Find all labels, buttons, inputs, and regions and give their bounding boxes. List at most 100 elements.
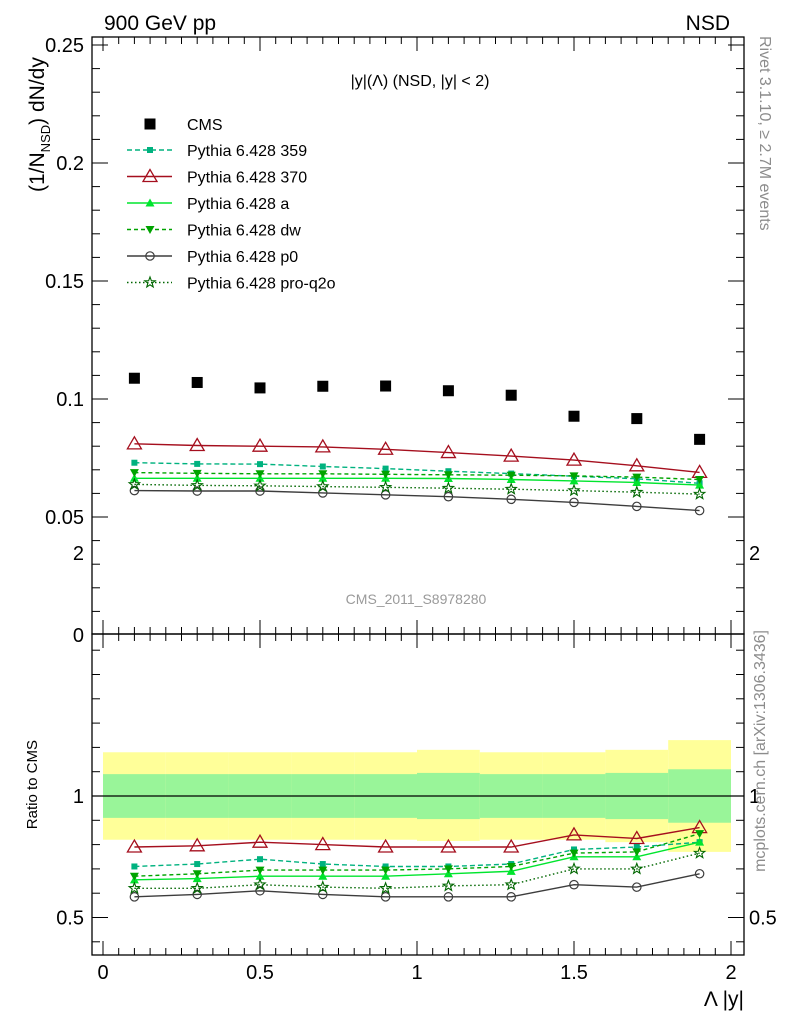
ratio-line-pp0: [134, 873, 700, 898]
ratio-point-pdw: [443, 865, 453, 874]
ratio-point-p370: [440, 838, 457, 853]
legend-label-pdw: Pythia 6.428 dw: [187, 223, 301, 240]
ratio-point-p370: [503, 838, 520, 853]
cms-point: [254, 382, 266, 394]
legend-entry-p370: Pythia 6.428 370: [127, 168, 307, 187]
series-point-pp0: [192, 486, 202, 496]
series-line-pp0: [134, 489, 700, 512]
ratio-point-pq2o: [630, 861, 644, 875]
ratio-line-pq2o: [134, 852, 700, 890]
main-y-tick-label: 0.25: [45, 35, 84, 57]
ratio-point-pdw: [506, 862, 516, 871]
series-point-pp0: [569, 497, 579, 508]
series-point-pq2o: [630, 485, 644, 498]
plot-title: |y|(Λ) (NSD, |y| < 2): [351, 73, 490, 90]
series-point-pa: [632, 478, 642, 487]
x-tick-label: 1: [411, 962, 422, 984]
ratio-point-p370: [189, 837, 206, 852]
header-right: NSD: [686, 12, 730, 35]
ratio-y-tick-label: 1: [73, 786, 84, 808]
ratio-point-pq2o: [441, 878, 456, 892]
series-point-pq2o: [504, 482, 518, 495]
ratio-line-pa: [134, 841, 700, 881]
ratio-point-pq2o: [378, 881, 393, 895]
series-point-pq2o: [692, 487, 707, 500]
ratio-point-pdw: [192, 870, 202, 879]
ratio-point-pq2o: [692, 846, 707, 859]
series-point-pdw: [318, 470, 328, 479]
ratio-point-p359: [194, 861, 201, 868]
x-tick-label: 0.5: [246, 962, 274, 984]
legend-label-pp0: Pythia 6.428 p0: [187, 249, 298, 266]
cms-point: [191, 376, 203, 388]
series-point-p359: [257, 461, 263, 468]
y-axis-label-main: (1/NNSD) dN/dy: [26, 57, 53, 192]
ratio-point-pa: [695, 837, 705, 846]
ratio-point-pp0: [506, 892, 516, 902]
series-line-pa: [134, 477, 700, 486]
series-point-p370: [126, 435, 143, 450]
ratio-y-tick-label: 0.5: [56, 908, 84, 930]
legend-entry-pq2o: Pythia 6.428 pro-q2o: [127, 275, 336, 293]
ratio-point-pp0: [569, 879, 579, 890]
series-point-pq2o: [567, 483, 581, 497]
ratio-point-p359: [382, 863, 389, 870]
ratio-point-pa: [318, 871, 328, 880]
main-y-tick-label: 0.1: [56, 389, 84, 411]
legend-label-p370: Pythia 6.428 370: [187, 170, 307, 187]
series-point-pdw: [695, 475, 705, 484]
ratio-point-p370: [314, 836, 331, 851]
legend-label-pq2o: Pythia 6.428 pro-q2o: [187, 276, 336, 293]
cms-point: [317, 380, 329, 392]
legend-marker-pq2o: [143, 275, 157, 289]
series-point-pp0: [380, 490, 391, 500]
series-point-pp0: [255, 486, 265, 496]
main-panel: 0.05 0.1 0.15 0.2 0.25 0: [45, 35, 745, 647]
series-point-pq2o: [378, 480, 393, 493]
series-point-p359: [194, 460, 201, 467]
ratio-point-p359: [257, 856, 263, 863]
ratio-point-pdw: [318, 866, 328, 875]
ratio-point-pa: [255, 871, 265, 880]
legend-entry-pa: Pythia 6.428 a: [127, 196, 289, 213]
legend-label-pa: Pythia 6.428 a: [187, 196, 289, 213]
legend-entry-pp0: Pythia 6.428 p0: [127, 249, 298, 266]
series-point-pdw: [381, 470, 391, 479]
main-y-tick-label: 0.05: [45, 507, 84, 529]
ratio-point-p359: [633, 844, 640, 851]
cms-point: [128, 372, 140, 384]
series-point-pq2o: [441, 481, 456, 494]
legend-entry-pdw: Pythia 6.428 dw: [127, 223, 301, 240]
ratio-line-p370: [134, 826, 700, 848]
series-point-p359: [445, 468, 452, 475]
ratio-point-pq2o: [567, 861, 581, 875]
series-point-pq2o: [127, 477, 142, 491]
ratio-point-pa: [381, 871, 391, 880]
ratio-point-pp0: [443, 892, 454, 902]
ratio-point-p370: [565, 826, 583, 841]
series-point-p370: [314, 438, 331, 453]
ratio-frame: [91, 633, 745, 956]
cms-point: [442, 385, 454, 397]
series-point-pp0: [631, 501, 642, 512]
legend-marker-pdw: [145, 226, 155, 234]
ratio-y-tick-label-right: 2: [749, 543, 760, 565]
ratio-point-p370: [126, 838, 143, 853]
x-axis-label: Λ |y|: [704, 988, 744, 1011]
ratio-point-pp0: [380, 892, 391, 902]
analysis-watermark: CMS_2011_S8978280: [346, 591, 487, 607]
series-point-pdw: [506, 471, 516, 480]
ratio-point-p359: [571, 846, 577, 853]
series-point-pa: [695, 480, 705, 489]
cms-point: [380, 380, 392, 392]
series-point-p370: [440, 444, 457, 459]
ratio-point-pdw: [632, 848, 642, 857]
series-point-pdw: [632, 473, 642, 482]
rivet-label: Rivet 3.1.10, ≥ 2.7M events: [756, 36, 773, 231]
ratio-point-p359: [319, 861, 326, 868]
series-point-pdw: [255, 470, 265, 479]
x-tick-label: 2: [725, 962, 736, 984]
series-line-pq2o: [134, 483, 700, 495]
x-tick-label: 0: [97, 962, 108, 984]
